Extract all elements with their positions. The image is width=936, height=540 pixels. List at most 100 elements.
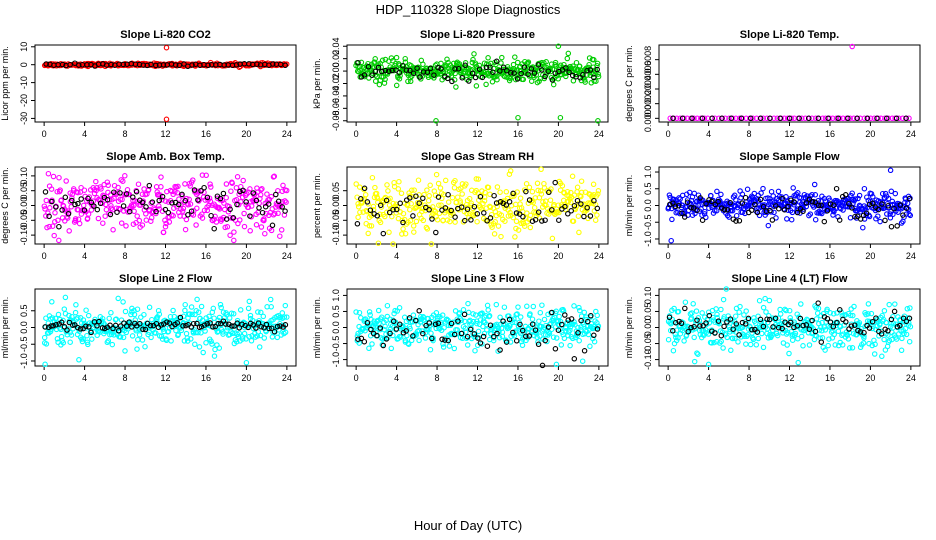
data-point <box>833 115 840 122</box>
data-point <box>769 332 775 339</box>
data-point <box>691 334 697 341</box>
data-point <box>764 326 771 332</box>
data-point <box>580 71 586 78</box>
data-point <box>742 321 749 327</box>
data-point <box>224 224 231 230</box>
data-point <box>507 209 513 216</box>
data-point <box>796 115 802 122</box>
x-tick-label: 12 <box>160 129 170 139</box>
data-point <box>758 190 764 196</box>
data-point <box>728 115 735 122</box>
data-point <box>445 199 452 205</box>
data-point <box>64 327 70 333</box>
data-point <box>571 303 577 309</box>
data-point <box>199 172 206 178</box>
data-point <box>70 322 76 328</box>
data-point <box>510 214 516 221</box>
data-point <box>884 211 890 217</box>
data-point <box>233 62 240 68</box>
data-point <box>427 182 433 189</box>
data-point <box>426 207 432 213</box>
y-tick-label: 0.00 <box>643 319 653 337</box>
data-point <box>825 115 831 122</box>
x-tick-label: 8 <box>747 373 752 383</box>
data-point <box>245 324 251 331</box>
data-point <box>785 329 791 336</box>
data-point <box>264 191 270 197</box>
data-point <box>736 218 743 224</box>
data-point <box>857 329 864 335</box>
data-point <box>265 201 272 207</box>
data-point <box>576 304 582 311</box>
data-point <box>255 320 262 326</box>
data-point <box>904 306 911 312</box>
data-point <box>689 115 695 122</box>
data-point <box>506 74 513 81</box>
data-point <box>852 196 859 202</box>
data-point <box>259 209 266 216</box>
data-point <box>568 316 575 322</box>
data-point <box>158 322 165 328</box>
data-point <box>568 208 574 214</box>
data-point <box>697 323 703 329</box>
data-point <box>732 335 738 342</box>
data-point <box>485 307 491 313</box>
data-point <box>812 328 819 335</box>
data-point <box>535 62 542 68</box>
data-point <box>674 115 680 122</box>
data-point <box>42 324 48 330</box>
data-point <box>567 342 573 349</box>
data-point <box>162 198 169 204</box>
data-point <box>226 203 232 210</box>
outlier-point <box>555 43 562 49</box>
data-point <box>732 313 739 319</box>
data-point <box>420 330 426 337</box>
data-point <box>706 312 713 319</box>
data-point <box>156 311 163 317</box>
data-point <box>156 203 162 209</box>
data-point <box>376 81 383 88</box>
data-point <box>282 302 289 309</box>
y-tick-label: -0.05 <box>643 333 653 354</box>
data-point <box>691 358 698 365</box>
data-point <box>894 223 900 229</box>
data-point <box>279 310 286 316</box>
y-tick-label: 0.0008 <box>643 46 653 74</box>
data-point <box>512 201 519 208</box>
data-point <box>888 188 895 195</box>
data-point <box>388 345 395 352</box>
data-point <box>679 115 686 122</box>
data-point <box>588 312 594 319</box>
data-point <box>126 208 133 215</box>
y-axis-label: kPa per min. <box>312 58 322 109</box>
data-point <box>46 223 53 230</box>
data-point <box>189 311 195 318</box>
data-point <box>234 201 240 208</box>
data-point <box>380 342 387 349</box>
data-point <box>400 226 406 232</box>
data-point <box>525 59 532 65</box>
data-point <box>691 323 697 330</box>
data-point <box>594 62 600 69</box>
x-tick-label: 12 <box>160 373 170 383</box>
data-point <box>562 312 568 318</box>
data-point <box>863 212 870 219</box>
data-point <box>477 193 484 200</box>
data-point <box>592 217 599 223</box>
data-point <box>515 227 522 233</box>
data-point <box>471 51 477 57</box>
data-point <box>817 209 824 216</box>
data-point <box>549 235 556 242</box>
data-point <box>677 196 683 202</box>
data-point <box>733 212 740 219</box>
data-point <box>772 315 779 322</box>
data-point <box>233 185 240 191</box>
data-point <box>807 211 814 217</box>
data-point <box>479 310 485 316</box>
data-point <box>128 311 134 318</box>
data-point <box>543 59 549 65</box>
data-point <box>476 66 483 72</box>
data-point <box>261 335 268 341</box>
data-point <box>699 217 706 223</box>
data-point <box>559 183 566 189</box>
